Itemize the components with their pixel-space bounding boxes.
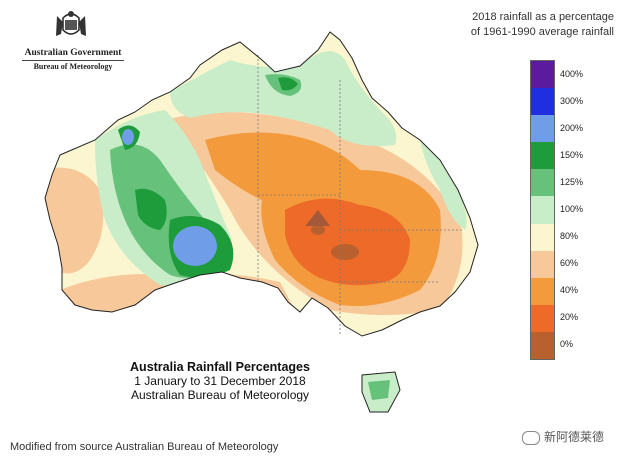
legend-tick-label: 125%	[560, 176, 584, 187]
zone-150-a	[135, 188, 167, 230]
legend-swatch-8	[531, 277, 554, 305]
zone-150-d	[278, 77, 298, 91]
wechat-icon	[522, 430, 540, 445]
legend-title-line1: 2018 rainfall as a percentage	[472, 11, 614, 23]
zone-0-b	[311, 225, 325, 235]
australia-rainfall-map	[44, 31, 479, 413]
coat-of-arms-icon	[56, 11, 86, 36]
watermark-text: 新阿德莱德	[544, 430, 605, 444]
government-logo: Australian Government Bureau of Meteorol…	[18, 10, 128, 80]
zone-0-a	[331, 244, 359, 260]
legend-tick-label: 300%	[560, 95, 584, 106]
legend-tick-label: 0%	[560, 339, 574, 350]
caption-period: 1 January to 31 December 2018	[134, 374, 306, 388]
source-note: Modified from source Australian Bureau o…	[10, 441, 279, 453]
watermark: 新阿德莱德	[522, 428, 604, 445]
legend-tick-label: 100%	[560, 204, 584, 214]
legend-swatch-7	[531, 250, 554, 278]
legend-title: 2018 rainfall as a percentage of 1961-19…	[414, 10, 614, 40]
legend-color-bar	[530, 60, 555, 360]
legend-swatch-4	[531, 169, 554, 197]
zone-100-east	[420, 140, 467, 230]
logo-government-text: Australian Government	[24, 48, 122, 58]
legend-swatch-6	[531, 223, 554, 251]
caption-title: Australia Rainfall Percentages	[130, 360, 310, 374]
rainfall-legend: 400% 300% 200% 150% 125% 100% 80% 60% 40% 20% 0%	[530, 60, 610, 360]
legend-tick-label: 150%	[560, 149, 584, 160]
legend-swatch-10	[531, 331, 554, 359]
legend-tick-label: 40%	[560, 285, 579, 296]
zone-100-north	[170, 51, 397, 146]
zone-200-inland	[173, 226, 217, 266]
legend-tick-label: 20%	[560, 312, 579, 323]
logo-divider	[22, 60, 124, 61]
legend-title-line2: of 1961-1990 average rainfall	[470, 26, 614, 38]
map-caption: Australia Rainfall Percentages 1 January…	[100, 360, 340, 402]
legend-tick-label: 80%	[560, 231, 579, 242]
zone-200-coast	[122, 129, 134, 145]
legend-tick-label: 400%	[560, 68, 584, 79]
legend-tick-label: 60%	[560, 258, 579, 269]
caption-agency: Australian Bureau of Meteorology	[130, 388, 310, 402]
zone-marker	[305, 210, 330, 226]
legend-swatch-2	[531, 115, 554, 143]
legend-swatch-9	[531, 304, 554, 332]
state-borders	[257, 55, 462, 335]
zone-60-south	[60, 273, 300, 336]
legend-tick-label: 200%	[560, 122, 584, 133]
legend-swatch-1	[531, 88, 554, 116]
legend-swatch-3	[531, 142, 554, 170]
tasmania-zone-125	[368, 380, 390, 400]
legend-swatch-5	[531, 196, 554, 224]
logo-agency-text: Bureau of Meteorology	[33, 62, 113, 71]
legend-swatch-0	[531, 61, 554, 89]
